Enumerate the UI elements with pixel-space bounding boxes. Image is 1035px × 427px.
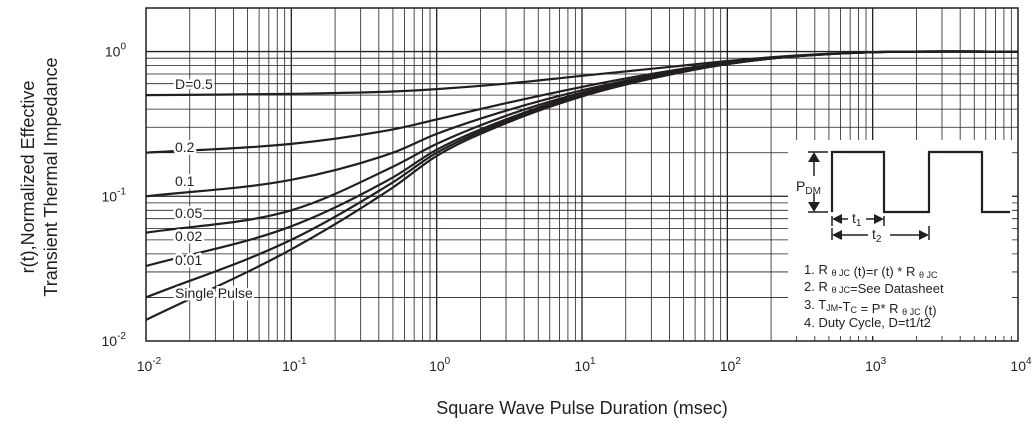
series-label: 0.2 [175,139,195,155]
inset-note-1: 1. R θ JC (t)=r (t) * R θ JC [804,262,938,280]
y-tick-label: 10-2 [102,331,127,349]
pulse-waveform [830,150,1010,214]
y-tick-label: 10-1 [102,186,127,204]
t1-label: t1 [852,210,862,229]
inset-legend: PDM t1 t2 1. R θ JC (t)=r (t) * R θ JC2. R … [788,140,1012,336]
t1-arrow-head [832,214,842,224]
t1-arrow-head [874,214,884,224]
x-tick-label: 10-1 [282,356,307,374]
y-tick-label: 100 [105,42,127,60]
x-tick-label: 102 [720,356,742,374]
pdm-arrow-head [808,152,820,162]
t2-arrow-head [919,230,929,240]
series-labels: D=0.5 0.2 0.1 0.05 0.02 0.01 Single Pulse [173,74,256,304]
t2-arrow-head [832,230,842,240]
x-tick-label: 104 [1010,356,1032,374]
curves [145,50,1019,321]
x-tick-label: 10-2 [137,356,162,374]
inset-note-3: 3. TJM-TC = P* R θ JC (t) [804,297,937,318]
x-tick-label: 103 [865,356,887,374]
series-label: 0.1 [175,173,195,189]
series-label: 0.05 [175,205,202,221]
series-label: Single Pulse [175,285,253,301]
t2-label: t2 [872,226,882,245]
inset-background [788,140,1012,336]
y-tick-labels: 10-2 10-1 100 [102,42,127,349]
plot-frame [145,7,1019,342]
series-label: 0.02 [175,228,202,244]
inset-note-2: 2. R θ JC=See Datasheet [804,279,944,296]
x-tick-label: 101 [574,356,596,374]
x-tick-label: 100 [429,356,451,374]
inset-note-4: 4. Duty Cycle, D=t1/t2 [804,315,931,330]
x-tick-labels: 10-2 10-1 100 101 102 103 104 [137,356,1032,374]
pdm-label: PDM [796,178,821,197]
x-axis-title: Square Wave Pulse Duration (msec) [436,398,728,418]
curve-single-pulse [145,50,1019,321]
series-label: D=0.5 [175,76,213,92]
pdm-arrow-head [808,202,820,212]
series-label: 0.01 [175,252,202,268]
